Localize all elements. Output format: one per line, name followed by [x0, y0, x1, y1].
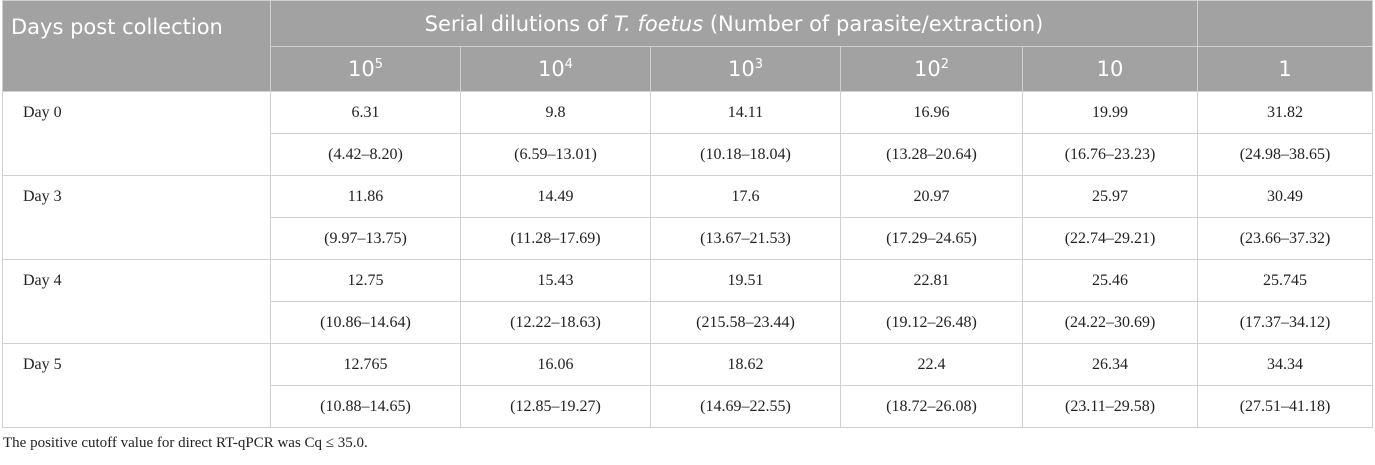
range-row: (4.42–8.20) (6.59–13.01) (10.18–18.04) (13.… — [3, 133, 1374, 176]
column-header: 104 — [460, 46, 651, 92]
group-text: T. foetus — [613, 11, 704, 36]
header-cell: Days post collection — [2, 0, 271, 92]
value-cell: 22.4 — [840, 343, 1023, 386]
range-cell: (10.88–14.65) — [270, 385, 461, 428]
value-cell: 12.765 — [270, 343, 461, 386]
header-row: Days post collection Serial dilutions of… — [2, 0, 1374, 92]
range-cell: (6.59–13.01) — [460, 133, 651, 176]
value-cell: 18.62 — [650, 343, 841, 386]
range-row: (10.88–14.65) (12.85–19.27) (14.69–22.55)(… — [3, 385, 1374, 428]
day-cell: Day 4 — [2, 259, 271, 344]
range-cell: (9.97–13.75) — [270, 217, 461, 260]
value-cell: 11.86 — [270, 175, 461, 218]
value-cell: 25.46 — [1021, 259, 1199, 302]
column-header: 1 — [1197, 46, 1374, 92]
column-base: 10 — [913, 57, 941, 81]
value-row: Day 0 6.31 9.8 14.11 16.96 19.99 31.82 — [2, 91, 1374, 176]
group-text: Serial dilutions of — [424, 11, 614, 36]
range-cell: (23.11–29.58) — [1021, 385, 1199, 428]
value-cell: 14.11 — [650, 91, 841, 134]
value-cell: 9.8 — [460, 91, 651, 134]
column-base: 10 — [1096, 57, 1124, 81]
range-cell: (16.76–23.23) — [1021, 133, 1199, 176]
column-header: 103 — [650, 46, 841, 92]
day-cell: Day 0 — [2, 91, 271, 176]
value-cell: 30.49 — [1197, 175, 1374, 218]
value-cell: 16.06 — [460, 343, 651, 386]
value-cell: 34.34 — [1197, 343, 1374, 386]
footnote: The positive cutoff value for direct RT-… — [3, 435, 368, 451]
day-cell: Day 3 — [2, 175, 271, 260]
range-cell: (24.98–38.65) — [1197, 133, 1374, 176]
column-exponent: 3 — [754, 57, 763, 72]
value-cell: 25.745 — [1197, 259, 1374, 302]
value-cell: 12.75 — [270, 259, 461, 302]
value-cell: 22.81 — [840, 259, 1023, 302]
column-header: 102 — [840, 46, 1023, 92]
range-cell: (17.37–34.12) — [1197, 301, 1374, 344]
range-cell: (22.74–29.21) — [1021, 217, 1199, 260]
range-cell: (17.29–24.65) — [840, 217, 1023, 260]
header-cell — [1197, 0, 1374, 47]
value-cell: 26.34 — [1021, 343, 1199, 386]
range-cell: (27.51–41.18) — [1197, 385, 1374, 428]
value-cell: 14.49 — [460, 175, 651, 218]
range-cell: (4.42–8.20) — [270, 133, 461, 176]
value-cell: 15.43 — [460, 259, 651, 302]
column-base: 1 — [1278, 57, 1292, 81]
range-cell: (24.22–30.69) — [1021, 301, 1199, 344]
value-cell: 20.97 — [840, 175, 1023, 218]
value-row: Day 3 11.86 14.49 17.6 20.97 25.97 30.49 — [2, 175, 1374, 260]
column-base: 10 — [537, 57, 565, 81]
column-base: 10 — [347, 57, 375, 81]
value-row: Day 4 12.75 15.43 19.51 22.81 25.46 25.745 — [2, 259, 1374, 344]
range-cell: (12.22–18.63) — [460, 301, 651, 344]
column-base: 10 — [727, 57, 755, 81]
column-exponent: 5 — [374, 57, 383, 72]
group-text: (Number of parasite/extraction) — [703, 11, 1044, 36]
range-cell: (215.58–23.44) — [650, 301, 841, 344]
data-table: Days post collection Serial dilutions of… — [2, 0, 1374, 428]
value-cell: 19.99 — [1021, 91, 1199, 134]
column-header: 10 — [1021, 46, 1199, 92]
range-cell: (19.12–26.48) — [840, 301, 1023, 344]
value-cell: 31.82 — [1197, 91, 1374, 134]
range-cell: (12.85–19.27) — [460, 385, 651, 428]
table-body: Day 0 6.31 9.8 14.11 16.96 19.99 31.82 (4.42–8.… — [2, 91, 1374, 428]
value-cell: 19.51 — [650, 259, 841, 302]
header-row: 105 104 103 102 10 1 — [3, 46, 1374, 92]
column-exponent: 4 — [564, 57, 573, 72]
value-cell: 17.6 — [650, 175, 841, 218]
range-row: (9.97–13.75) (11.28–17.69) (13.67–21.53) (1… — [3, 217, 1374, 260]
value-row: Day 5 12.765 16.06 18.62 22.4 26.34 34.34 — [2, 343, 1374, 428]
range-cell: (13.28–20.64) — [840, 133, 1023, 176]
range-cell: (10.86–14.64) — [270, 301, 461, 344]
range-cell: (23.66–37.32) — [1197, 217, 1374, 260]
value-cell: 16.96 — [840, 91, 1023, 134]
range-cell: (10.18–18.04) — [650, 133, 841, 176]
day-cell: Day 5 — [2, 343, 271, 428]
value-cell: 6.31 — [270, 91, 461, 134]
range-cell: (14.69–22.55) — [650, 385, 841, 428]
value-cell: 25.97 — [1021, 175, 1199, 218]
range-cell: (18.72–26.08) — [840, 385, 1023, 428]
group-header: Serial dilutions of T. foetus (Number of… — [269, 0, 1199, 47]
range-cell: (13.67–21.53) — [650, 217, 841, 260]
column-header: 105 — [270, 46, 461, 92]
range-cell: (11.28–17.69) — [460, 217, 651, 260]
column-exponent: 2 — [940, 57, 949, 72]
table-header: Days post collection Serial dilutions of… — [2, 0, 1374, 92]
